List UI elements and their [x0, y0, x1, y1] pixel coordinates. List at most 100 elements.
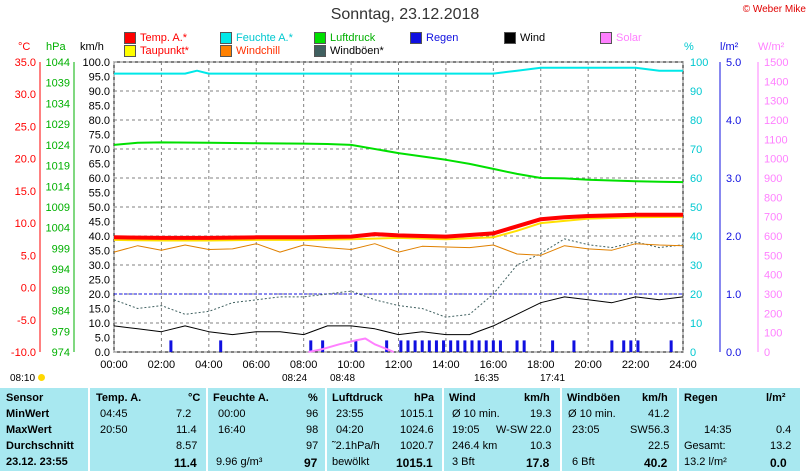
- rain-bar: [449, 340, 453, 352]
- legend-humidity-swatch: [220, 32, 232, 44]
- header-humidity-unit: %: [308, 392, 318, 404]
- header-rain: Regen: [684, 392, 718, 404]
- row-avg-hum-val: 97: [306, 440, 319, 452]
- moonset-marker: 17:41: [540, 373, 565, 384]
- wind-tick-label: 25.0: [89, 275, 110, 287]
- wind-tick-label: 15.0: [89, 304, 110, 316]
- x-tick-label: 22:00: [622, 359, 650, 371]
- moonrise-time: 08:48: [330, 373, 356, 384]
- temp-tick-label: 30.0: [15, 89, 36, 101]
- rain-bar: [515, 340, 519, 352]
- wind-tick-label: 10.0: [89, 318, 110, 330]
- x-tick-label: 12:00: [385, 359, 413, 371]
- legend-rain-label: Regen: [426, 32, 459, 44]
- series-line-wind: [113, 296, 684, 336]
- temp-tick-label: 35.0: [15, 57, 36, 69]
- rain-tick-label: 2.0: [726, 231, 741, 243]
- temp-tick-label: 20.0: [15, 154, 36, 166]
- solar-tick-label: 1400: [764, 76, 788, 88]
- rain-bar: [434, 340, 438, 352]
- row-current-abs-humidity: 9.96 g/m³: [216, 456, 263, 468]
- row-avg-temp-val: 8.57: [176, 440, 198, 452]
- row-avg-label: Durchschnitt: [6, 440, 74, 452]
- solar-tick-label: 500: [764, 250, 782, 262]
- temp-tick-label: 25.0: [15, 121, 36, 133]
- row-maxwert-gust-dir: SW: [630, 424, 648, 436]
- header-pressure: Luftdruck: [332, 392, 383, 404]
- solar-tick-label: 900: [764, 173, 782, 185]
- solar-tick-label: 800: [764, 192, 782, 204]
- copyright-link[interactable]: © Weber Mike: [742, 4, 806, 15]
- rain-bar: [610, 340, 614, 352]
- humidity-tick-label: 10: [690, 318, 702, 330]
- legend-gusts-label: Windböen*: [330, 45, 384, 57]
- row-maxwert-wind-val: 22.0: [530, 424, 552, 436]
- solar-tick-label: 200: [764, 308, 782, 320]
- row-current-label: 23.12. 23:55: [6, 456, 68, 468]
- row-avg-press-trend: ˜2.1hPa/h: [332, 440, 380, 452]
- wind-tick-label: 45.0: [89, 217, 110, 229]
- legend-temp-label: Temp. A.*: [140, 32, 188, 44]
- humidity-tick-label: 80: [690, 115, 702, 127]
- row-current-wind-val: 17.8: [526, 456, 550, 470]
- summary-table-background: [0, 388, 800, 471]
- solar-tick-label: 0: [764, 347, 770, 359]
- row-maxwert-press-val: 1024.6: [400, 424, 434, 436]
- moonset-time: 17:41: [540, 373, 566, 384]
- pressure-tick-label: 1039: [46, 78, 70, 90]
- row-avg-wind-distance: 246.4 km: [452, 440, 498, 452]
- legend-wind: Wind: [504, 32, 545, 44]
- legend-wind-label: Wind: [520, 32, 546, 44]
- series-line-taupunkt: [113, 215, 684, 242]
- header-rain-unit: l/m²: [766, 392, 786, 404]
- solar-tick-label: 1500: [764, 57, 788, 69]
- legend-dewpoint-label: Taupunkt*: [140, 45, 189, 57]
- row-current-temp-val: 11.4: [174, 456, 197, 470]
- row-avg-rain-label: Gesamt:: [684, 440, 726, 452]
- legend-humidity-label: Feuchte A.*: [236, 32, 293, 44]
- rain-tick-label: 0.0: [726, 347, 741, 359]
- wind-tick-label: 70.0: [89, 144, 110, 156]
- solar-tick-label: 600: [764, 231, 782, 243]
- rain-tick-label: 5.0: [726, 57, 741, 69]
- row-current-rain-val: 0.0: [770, 456, 787, 470]
- wind-tick-label: 90.0: [89, 86, 110, 98]
- row-avg-gust-val: 22.5: [648, 440, 670, 452]
- legend-pressure: Luftdruck: [314, 32, 375, 44]
- temp-tick-label: 5.0: [21, 250, 36, 262]
- solar-tick-label: 400: [764, 270, 782, 282]
- wind-tick-label: 50.0: [89, 202, 110, 214]
- wind-tick-label: 80.0: [89, 115, 110, 127]
- rain-bar: [420, 340, 424, 352]
- pressure-tick-label: 999: [52, 243, 70, 255]
- legend-gusts: Windböen*: [314, 45, 384, 57]
- row-maxwert-rain-val: 0.4: [776, 424, 792, 436]
- rain-bar: [572, 340, 576, 352]
- row-current-rain-total: 13.2 l/m²: [684, 456, 727, 468]
- humidity-tick-label: 60: [690, 173, 702, 185]
- pressure-tick-label: 989: [52, 285, 70, 297]
- humidity-tick-label: 0: [690, 347, 696, 359]
- humidity-axis-unit: %: [684, 41, 694, 53]
- row-minwert-press-time: 23:55: [336, 408, 364, 420]
- sunrise-left-time: 08:10: [10, 373, 36, 384]
- legend-gusts-swatch: [314, 45, 326, 57]
- legend-solar: Solar: [600, 32, 642, 44]
- rain-bar: [219, 340, 223, 352]
- rain-axis-unit: l/m²: [720, 41, 739, 53]
- rain-tick-label: 1.0: [726, 289, 741, 301]
- legend-dewpoint: Taupunkt*: [124, 45, 189, 57]
- row-minwert-wind-val: 19.3: [530, 408, 552, 420]
- row-avg-press-val: 1020.7: [400, 440, 434, 452]
- chart-title: Sonntag, 23.12.2018: [330, 6, 480, 23]
- humidity-tick-label: 90: [690, 86, 702, 98]
- rain-bar: [629, 340, 633, 352]
- series-line-temp-a: [113, 212, 683, 240]
- solar-tick-label: 100: [764, 328, 782, 340]
- solar-tick-label: 1300: [764, 96, 788, 108]
- header-humidity: Feuchte A.: [213, 392, 269, 404]
- row-maxwert-label: MaxWert: [6, 424, 52, 436]
- temp-tick-label: 0.0: [21, 283, 36, 295]
- row-minwert-hum-time: 00:00: [218, 408, 246, 420]
- row-maxwert-gust-time: 23:05: [572, 424, 600, 436]
